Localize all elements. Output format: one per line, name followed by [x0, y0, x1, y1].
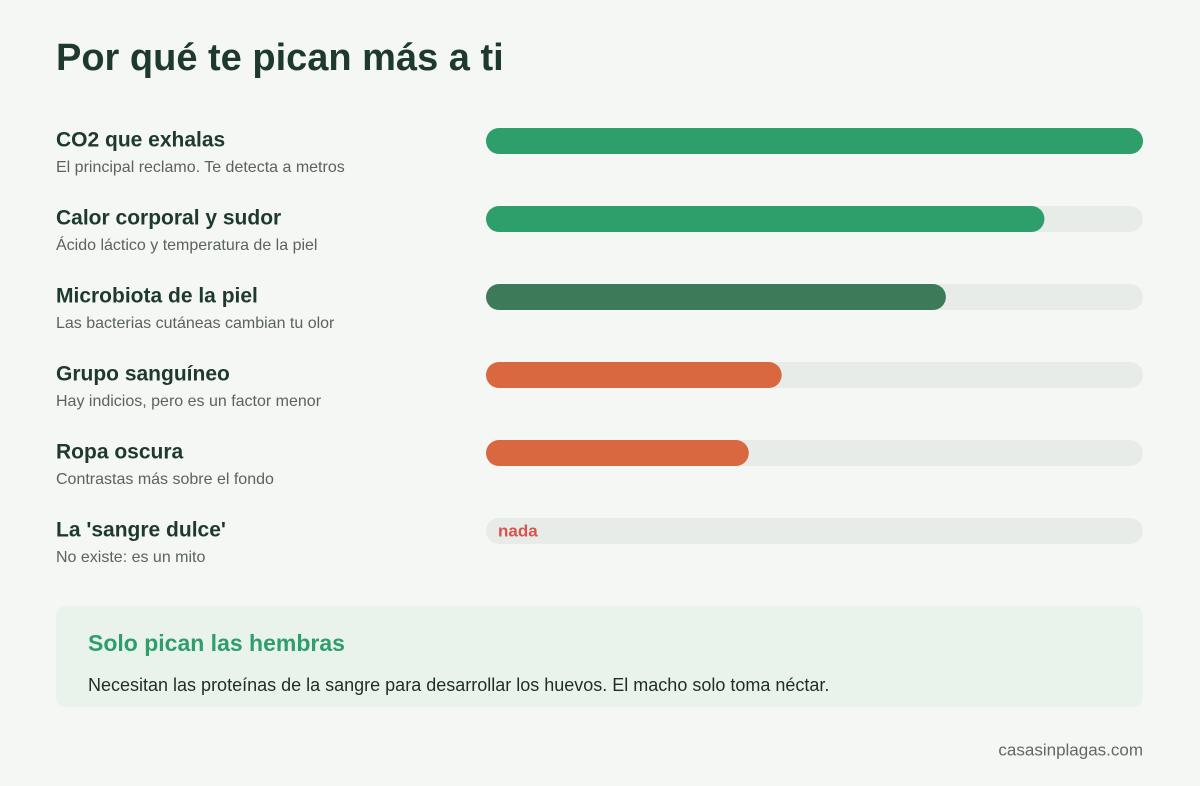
bar-track	[486, 518, 1143, 544]
category-label: Grupo sanguíneo	[56, 363, 230, 386]
category-description: No existe: es un mito	[56, 549, 206, 566]
category-label: La 'sangre dulce'	[56, 519, 226, 542]
category-description: Las bacterias cutáneas cambian tu olor	[56, 315, 335, 332]
category-label: CO2 que exhalas	[56, 129, 225, 152]
category-description: Contrastas más sobre el fondo	[56, 471, 274, 488]
bar	[486, 128, 1143, 154]
source: casasinplagas.com	[998, 740, 1143, 759]
chart-title: Por qué te pican más a ti	[56, 37, 504, 79]
bar	[486, 440, 749, 466]
note-title: Solo pican las hembras	[88, 630, 345, 656]
note-box	[56, 606, 1143, 707]
value-label: nada	[498, 521, 538, 540]
category-description: Ácido láctico y temperatura de la piel	[56, 235, 317, 254]
category-description: Hay indicios, pero es un factor menor	[56, 393, 322, 410]
category-label: Microbiota de la piel	[56, 285, 258, 308]
bar	[486, 284, 946, 310]
bar	[486, 206, 1045, 232]
note-text: Necesitan las proteínas de la sangre par…	[88, 675, 829, 695]
category-label: Ropa oscura	[56, 441, 184, 464]
category-description: El principal reclamo. Te detecta a metro…	[56, 159, 345, 176]
category-label: Calor corporal y sudor	[56, 207, 281, 230]
bar	[486, 362, 782, 388]
